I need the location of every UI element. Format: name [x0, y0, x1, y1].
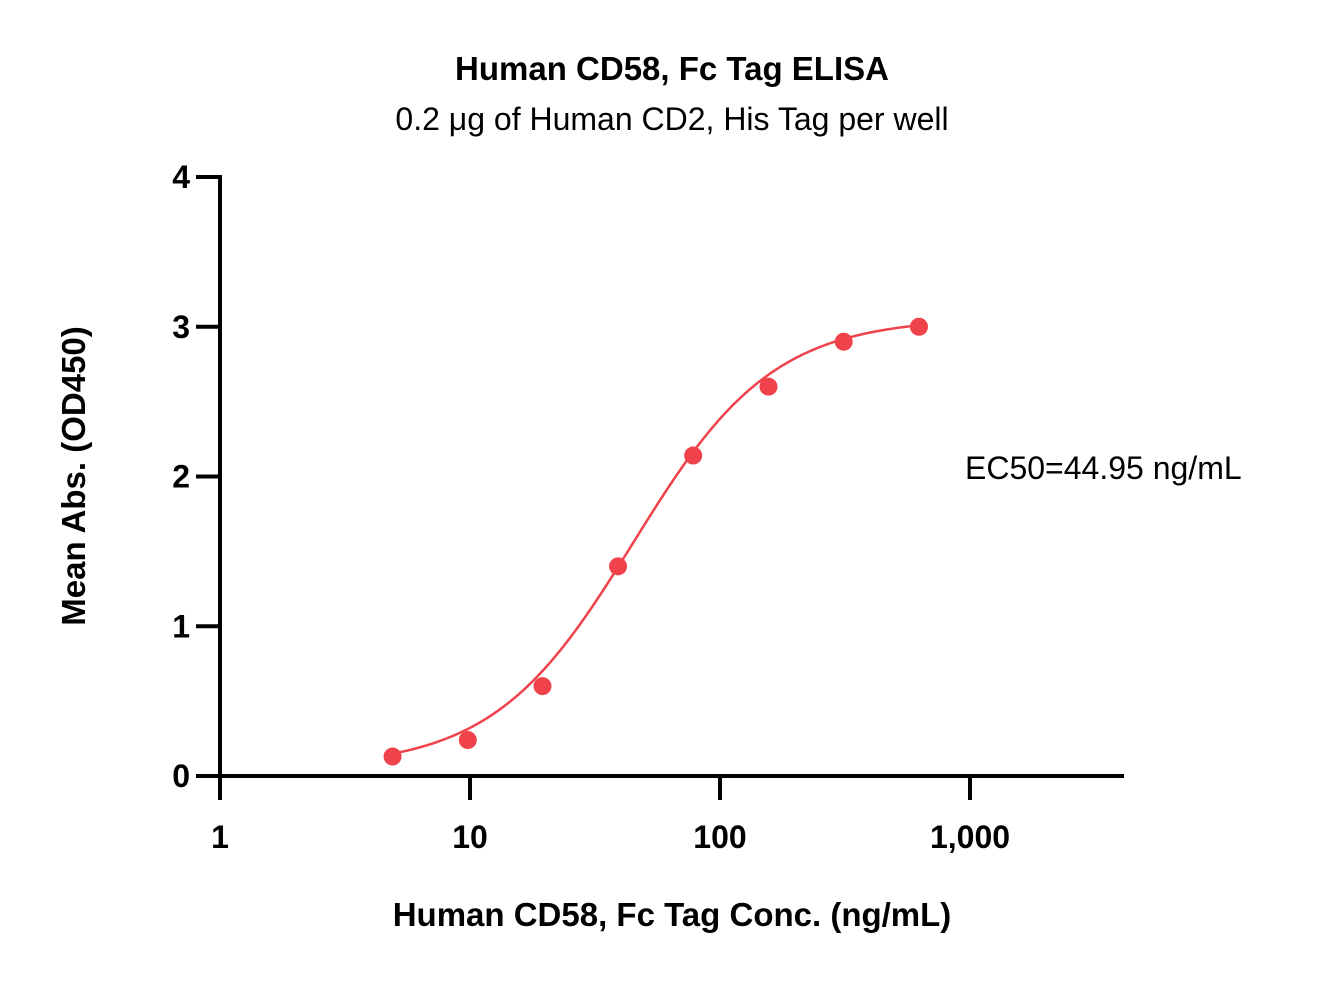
chart-title: Human CD58, Fc Tag ELISA — [455, 50, 889, 87]
fit-curve — [392, 324, 920, 755]
y-tick-label: 3 — [172, 309, 190, 345]
y-axis-label: Mean Abs. (OD450) — [55, 326, 92, 626]
y-tick-label: 2 — [172, 459, 190, 495]
x-tick-label: 10 — [452, 819, 488, 855]
axes — [196, 175, 1124, 800]
data-points — [383, 317, 928, 766]
y-tick-label: 4 — [172, 159, 190, 195]
fit-curve-group — [392, 324, 920, 755]
data-point — [458, 731, 477, 750]
data-point — [834, 332, 853, 351]
data-point — [383, 747, 402, 766]
y-tick-label: 1 — [172, 608, 190, 644]
x-tick-label: 1 — [211, 819, 229, 855]
x-tick-label: 1,000 — [930, 819, 1010, 855]
x-axis-label: Human CD58, Fc Tag Conc. (ng/mL) — [393, 896, 952, 933]
data-point — [909, 317, 928, 336]
y-tick-label: 0 — [172, 758, 190, 794]
data-point — [759, 377, 778, 396]
data-point — [609, 557, 628, 576]
ec50-annotation: EC50=44.95 ng/mL — [965, 450, 1242, 486]
data-point — [684, 446, 703, 465]
data-point — [533, 677, 552, 696]
x-tick-label: 100 — [693, 819, 746, 855]
chart-subtitle: 0.2 μg of Human CD2, His Tag per well — [395, 101, 948, 137]
